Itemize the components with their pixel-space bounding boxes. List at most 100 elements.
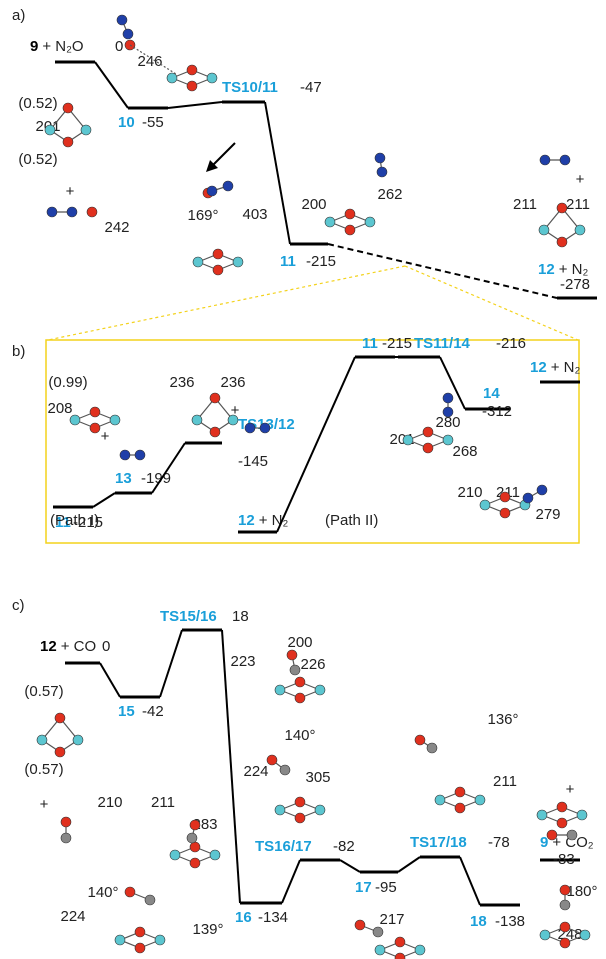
- atom: [167, 73, 177, 83]
- annotation: 211: [493, 773, 517, 790]
- energy-value: -138: [495, 913, 525, 930]
- connector: [440, 357, 465, 409]
- annotation: 224: [243, 763, 268, 780]
- connector: [265, 102, 290, 244]
- species-id: 15: [118, 703, 135, 720]
- connector: [328, 244, 557, 298]
- energy-value: -215: [382, 335, 412, 352]
- atom: [187, 833, 197, 843]
- energy-value: 0: [102, 638, 110, 655]
- atom: [123, 29, 133, 39]
- atom: [580, 930, 590, 940]
- annotation: (0.99): [48, 374, 87, 391]
- atom: [223, 181, 233, 191]
- species-label: 12+ N₂: [530, 359, 580, 376]
- annotation: 223: [230, 653, 255, 670]
- atom: [395, 937, 405, 947]
- species-label: 10: [118, 114, 135, 131]
- atom: [427, 743, 437, 753]
- atom: [539, 225, 549, 235]
- annotation: 208: [47, 400, 72, 417]
- species-label: 12+ N₂: [238, 512, 288, 529]
- annotation: +: [566, 781, 575, 798]
- annotation: (0.57): [24, 683, 63, 700]
- energy-value: 0: [115, 38, 123, 55]
- atom: [547, 830, 557, 840]
- atom: [207, 186, 217, 196]
- atom: [560, 922, 570, 932]
- annotation: +: [66, 183, 75, 200]
- atom: [290, 665, 300, 675]
- connector: [168, 102, 222, 108]
- species-id: 12: [40, 638, 57, 655]
- atom: [315, 685, 325, 695]
- atom: [47, 207, 57, 217]
- atom: [145, 895, 155, 905]
- annotation: (0.57): [24, 761, 63, 778]
- species-label: 17: [355, 879, 372, 896]
- species-id: 14: [483, 385, 500, 402]
- atom: [345, 209, 355, 219]
- energy-value: 18: [232, 608, 249, 625]
- atom: [192, 415, 202, 425]
- annotation: 180°: [566, 883, 597, 900]
- annotation: 139°: [192, 921, 223, 938]
- atom: [577, 810, 587, 820]
- atom: [423, 443, 433, 453]
- atom: [135, 927, 145, 937]
- atom: [455, 787, 465, 797]
- connector: [100, 663, 120, 697]
- atom: [295, 797, 305, 807]
- atom: [55, 747, 65, 757]
- atom: [280, 765, 290, 775]
- species-id: 12: [530, 359, 547, 376]
- panel-b-box: [46, 340, 579, 543]
- annotation: 200: [301, 196, 326, 213]
- atom: [267, 755, 277, 765]
- atom: [435, 795, 445, 805]
- atom: [125, 887, 135, 897]
- annotation: 140°: [87, 884, 118, 901]
- species-id: 12: [238, 512, 255, 529]
- atom: [560, 885, 570, 895]
- atom: [500, 508, 510, 518]
- energy-value: -83: [553, 851, 575, 868]
- species-label: TS15/16: [160, 608, 217, 625]
- species-id: 12: [538, 261, 555, 278]
- annotation: 236: [220, 374, 245, 391]
- energy-value: -78: [488, 834, 510, 851]
- connector: [95, 62, 128, 108]
- atom: [190, 842, 200, 852]
- atom: [395, 953, 405, 959]
- species-extra: + CO: [61, 638, 96, 655]
- atom: [61, 817, 71, 827]
- species-id: TS15/16: [160, 608, 217, 625]
- annotation: 200: [287, 634, 312, 651]
- atom: [355, 920, 365, 930]
- annotation: 211: [513, 196, 537, 213]
- species-label: TS10/11: [222, 79, 278, 96]
- atom: [190, 858, 200, 868]
- atom: [557, 237, 567, 247]
- atom: [87, 207, 97, 217]
- atom: [190, 820, 200, 830]
- atom: [213, 249, 223, 259]
- atom: [70, 415, 80, 425]
- energy-value: -145: [238, 453, 268, 470]
- species-label: 18: [470, 913, 487, 930]
- atom: [415, 735, 425, 745]
- atom: [575, 225, 585, 235]
- annotation: 279: [535, 506, 560, 523]
- atom: [315, 805, 325, 815]
- atom: [480, 500, 490, 510]
- atom: [73, 735, 83, 745]
- atom: [155, 935, 165, 945]
- species-label: 15: [118, 703, 135, 720]
- atom: [61, 833, 71, 843]
- atom: [115, 935, 125, 945]
- atom: [63, 137, 73, 147]
- atom: [187, 65, 197, 75]
- annotation: +: [101, 428, 110, 445]
- atom: [560, 938, 570, 948]
- annotation: 210: [457, 484, 482, 501]
